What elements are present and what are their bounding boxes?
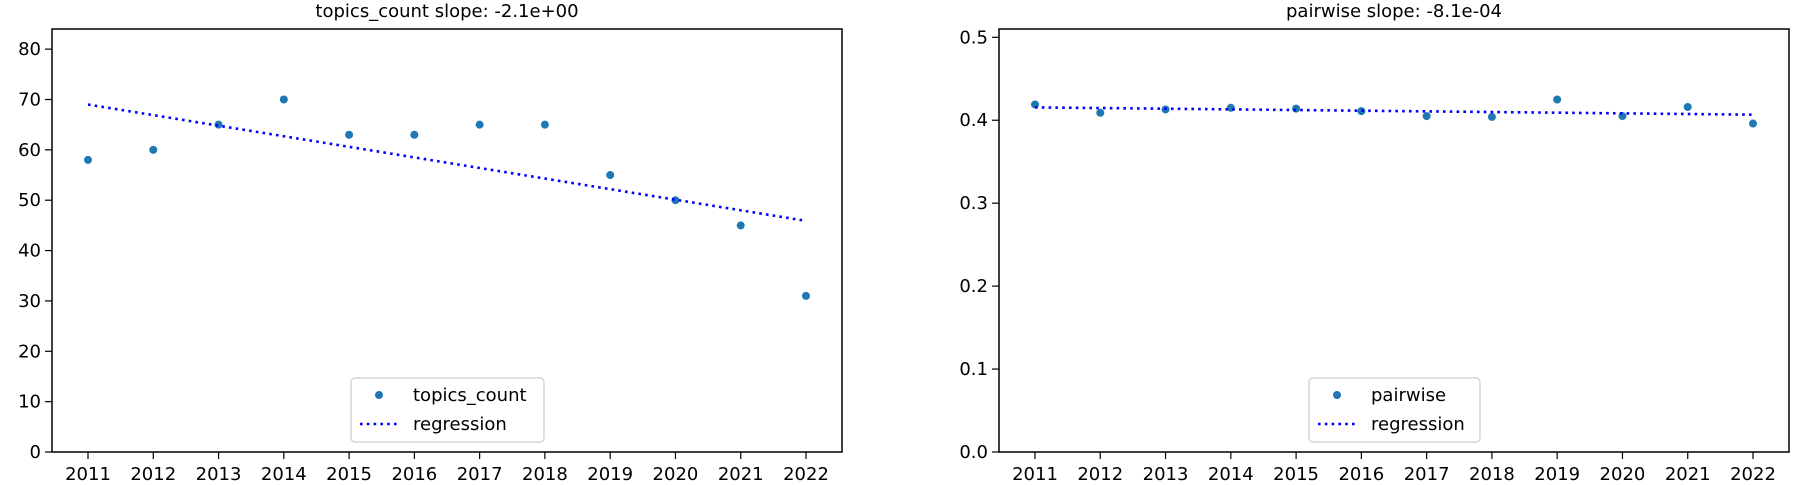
x-tick-label: 2019 bbox=[1534, 464, 1580, 485]
x-tick-label: 2020 bbox=[1600, 464, 1646, 485]
x-tick-label: 2021 bbox=[1665, 464, 1711, 485]
data-point bbox=[1618, 112, 1627, 121]
y-tick-label: 0.0 bbox=[959, 442, 988, 463]
x-tick-label: 2012 bbox=[130, 464, 176, 485]
data-point bbox=[84, 155, 92, 164]
regression-line bbox=[1034, 106, 1754, 116]
x-tick-label: 2011 bbox=[65, 464, 111, 485]
data-point bbox=[410, 130, 419, 139]
axes-frame bbox=[998, 28, 1790, 453]
y-tick-label: 0.2 bbox=[959, 276, 988, 297]
data-point bbox=[279, 95, 288, 104]
y-tick-label: 0.5 bbox=[959, 27, 988, 48]
x-tick-label: 2015 bbox=[1273, 464, 1319, 485]
data-point bbox=[1749, 119, 1757, 128]
legend-box bbox=[1308, 377, 1481, 443]
y-tick-label: 0.1 bbox=[959, 359, 988, 380]
data-point bbox=[1683, 102, 1692, 111]
legend-box bbox=[350, 377, 545, 443]
data-point bbox=[802, 291, 810, 300]
y-tick-label: 70 bbox=[18, 90, 41, 111]
x-tick-label: 2014 bbox=[261, 464, 307, 485]
legend-label: topics_count bbox=[413, 385, 527, 406]
x-tick-label: 2021 bbox=[718, 464, 764, 485]
data-point bbox=[1357, 107, 1366, 116]
data-point bbox=[475, 120, 484, 129]
data-point bbox=[736, 221, 745, 230]
data-point bbox=[1292, 104, 1301, 113]
x-tick-label: 2012 bbox=[1077, 464, 1123, 485]
x-tick-label: 2016 bbox=[1338, 464, 1384, 485]
data-point bbox=[345, 130, 354, 139]
y-tick-label: 0.3 bbox=[959, 193, 988, 214]
left-chart-panel: topics_count slope: -2.1e+00 0 10 20 30 40 50 6… bbox=[18, 1, 843, 485]
legend-label: pairwise bbox=[1371, 385, 1446, 406]
x-tick-label: 2017 bbox=[1404, 464, 1450, 485]
data-point bbox=[149, 145, 158, 154]
x-tick-label: 2019 bbox=[587, 464, 633, 485]
data-point bbox=[1553, 95, 1562, 104]
x-tick-label: 2013 bbox=[196, 464, 242, 485]
legend-label: regression bbox=[413, 414, 507, 435]
data-point bbox=[1487, 112, 1496, 121]
y-tick-label: 60 bbox=[18, 140, 41, 161]
legend-point-marker bbox=[1333, 391, 1341, 399]
axes-frame bbox=[51, 28, 843, 453]
y-tick-label: 0 bbox=[30, 442, 41, 463]
regression-line bbox=[87, 103, 807, 223]
y-tick-label: 20 bbox=[18, 341, 41, 362]
y-tick-label: 80 bbox=[18, 39, 41, 60]
data-point bbox=[540, 120, 549, 129]
legend-point-marker bbox=[375, 391, 383, 399]
chart-title: pairwise slope: -8.1e-04 bbox=[1286, 1, 1502, 22]
data-point bbox=[606, 171, 615, 180]
right-chart-panel: pairwise slope: -8.1e-04 0.0 0.1 0.2 0.3 0.4 0… bbox=[959, 1, 1790, 485]
x-tick-label: 2013 bbox=[1143, 464, 1189, 485]
x-tick-label: 2018 bbox=[522, 464, 568, 485]
x-tick-label: 2017 bbox=[457, 464, 503, 485]
x-tick-label: 2022 bbox=[783, 464, 829, 485]
data-point bbox=[1096, 108, 1105, 117]
legend-label: regression bbox=[1371, 414, 1465, 435]
data-point bbox=[1031, 100, 1039, 109]
y-tick-label: 30 bbox=[18, 291, 41, 312]
x-tick-label: 2020 bbox=[653, 464, 699, 485]
data-point bbox=[1422, 112, 1431, 121]
y-tick-label: 10 bbox=[18, 392, 41, 413]
chart-title: topics_count slope: -2.1e+00 bbox=[315, 1, 578, 22]
x-tick-label: 2018 bbox=[1469, 464, 1515, 485]
y-tick-label: 50 bbox=[18, 190, 41, 211]
x-tick-label: 2016 bbox=[391, 464, 437, 485]
x-tick-label: 2014 bbox=[1208, 464, 1254, 485]
x-tick-label: 2015 bbox=[326, 464, 372, 485]
y-tick-label: 40 bbox=[18, 241, 41, 262]
y-tick-label: 0.4 bbox=[959, 110, 988, 131]
x-tick-label: 2011 bbox=[1012, 464, 1058, 485]
x-tick-label: 2022 bbox=[1730, 464, 1776, 485]
